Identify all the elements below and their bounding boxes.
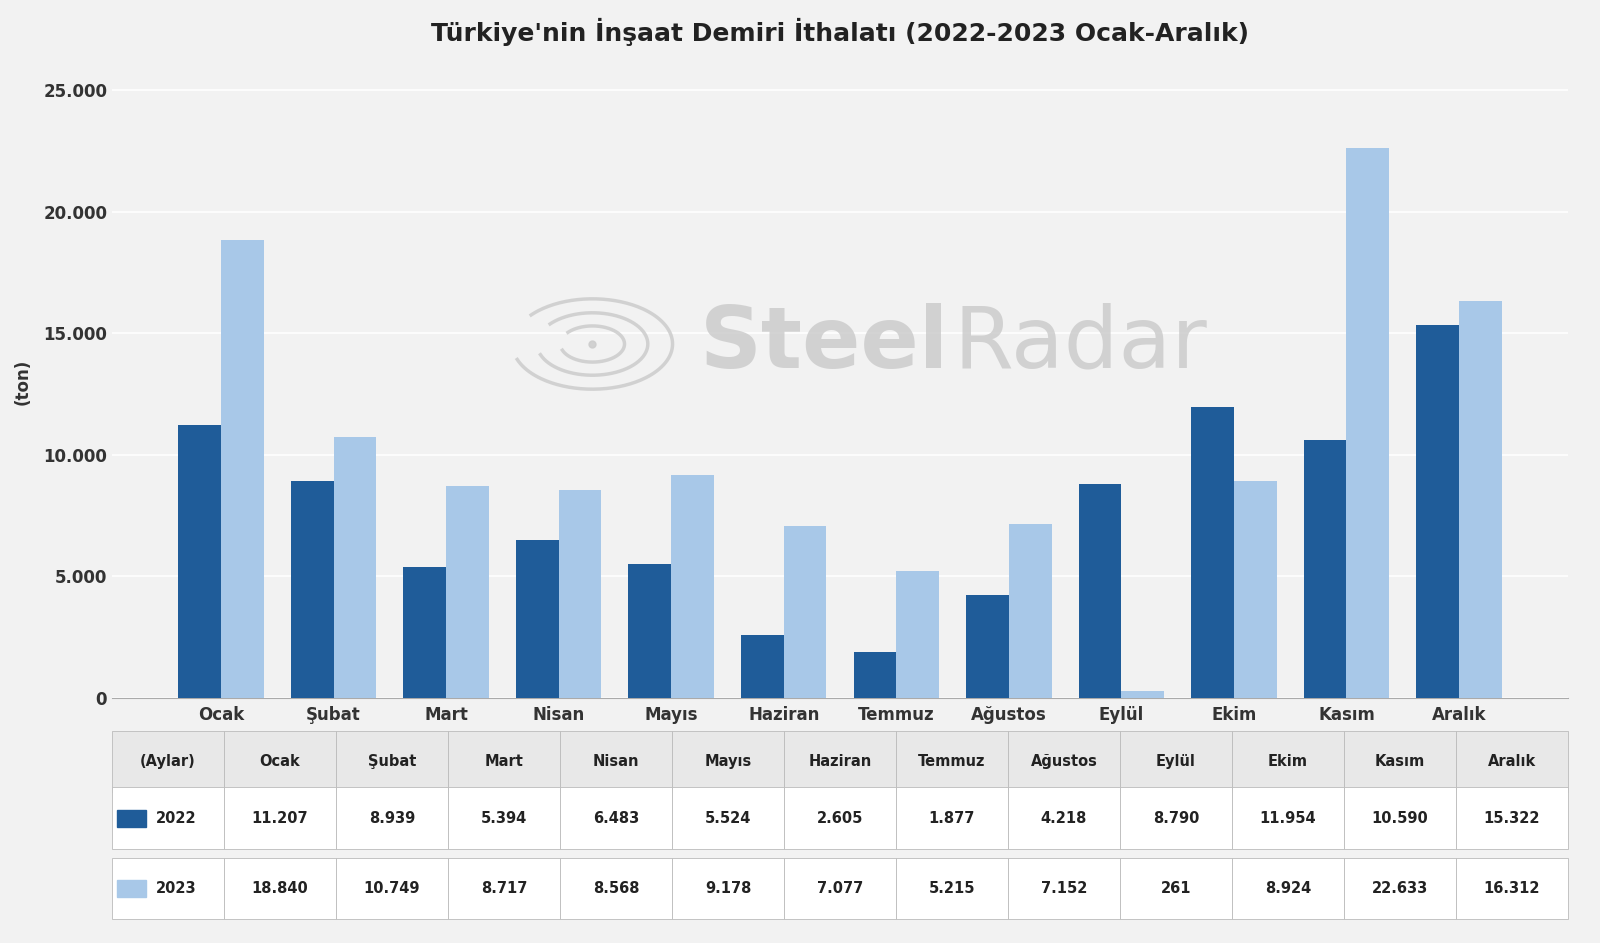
Text: 18.840: 18.840 — [251, 882, 309, 896]
Text: 10.749: 10.749 — [363, 882, 421, 896]
Bar — [629, 564, 670, 698]
Bar — [896, 571, 939, 698]
Bar — [966, 595, 1010, 698]
Text: 16.312: 16.312 — [1483, 882, 1541, 896]
Text: Kasım: Kasım — [1374, 754, 1426, 769]
Text: 5.394: 5.394 — [482, 811, 526, 825]
Text: 8.717: 8.717 — [482, 882, 526, 896]
Text: Eylül: Eylül — [1157, 754, 1195, 769]
Text: Aralık: Aralık — [1488, 754, 1536, 769]
Text: 2022: 2022 — [155, 811, 197, 825]
Text: 4.218: 4.218 — [1042, 811, 1086, 825]
Bar — [291, 481, 333, 698]
Text: 15.322: 15.322 — [1483, 811, 1541, 825]
Text: 2023: 2023 — [155, 882, 197, 896]
Bar — [178, 425, 221, 698]
Bar — [853, 653, 896, 698]
Text: Nisan: Nisan — [592, 754, 640, 769]
Bar — [1190, 407, 1234, 698]
Text: 261: 261 — [1160, 882, 1192, 896]
Text: Steel: Steel — [699, 303, 949, 386]
Bar — [333, 437, 376, 698]
Bar — [741, 635, 784, 698]
Text: (Aylar): (Aylar) — [141, 754, 195, 769]
Text: 10.590: 10.590 — [1371, 811, 1429, 825]
Text: 8.568: 8.568 — [592, 882, 640, 896]
Text: 8.924: 8.924 — [1266, 882, 1310, 896]
Text: 8.790: 8.790 — [1154, 811, 1198, 825]
Text: 8.939: 8.939 — [370, 811, 414, 825]
Text: 11.207: 11.207 — [251, 811, 309, 825]
Text: Mayıs: Mayıs — [704, 754, 752, 769]
Text: 5.215: 5.215 — [928, 882, 976, 896]
Bar — [221, 240, 264, 698]
Text: Mart: Mart — [485, 754, 523, 769]
Text: Ocak: Ocak — [259, 754, 301, 769]
Text: Haziran: Haziran — [808, 754, 872, 769]
Text: 5.524: 5.524 — [706, 811, 750, 825]
Bar — [1459, 302, 1502, 698]
Bar — [1416, 325, 1459, 698]
Bar — [446, 486, 490, 698]
Bar — [1078, 484, 1122, 698]
Bar — [1304, 440, 1347, 698]
Text: 7.077: 7.077 — [818, 882, 862, 896]
Bar — [784, 526, 827, 698]
Text: 9.178: 9.178 — [706, 882, 750, 896]
Bar — [1010, 524, 1051, 698]
Bar — [558, 489, 602, 698]
Text: 11.954: 11.954 — [1259, 811, 1317, 825]
Bar — [515, 540, 558, 698]
Bar — [670, 474, 714, 698]
Text: Şubat: Şubat — [368, 754, 416, 769]
Title: Türkiye'nin İnşaat Demiri İthalatı (2022-2023 Ocak-Aralık): Türkiye'nin İnşaat Demiri İthalatı (2022… — [430, 18, 1250, 46]
Bar — [1122, 691, 1165, 698]
Text: 7.152: 7.152 — [1042, 882, 1086, 896]
Text: 2.605: 2.605 — [818, 811, 862, 825]
Text: Ağustos: Ağustos — [1030, 754, 1098, 769]
Text: Ekim: Ekim — [1267, 754, 1309, 769]
Bar — [1234, 481, 1277, 698]
Text: 22.633: 22.633 — [1371, 882, 1429, 896]
Text: Radar: Radar — [954, 303, 1208, 386]
Text: Temmuz: Temmuz — [918, 754, 986, 769]
Text: 6.483: 6.483 — [594, 811, 638, 825]
Y-axis label: (ton): (ton) — [14, 358, 32, 405]
Bar — [1347, 148, 1389, 698]
Bar — [403, 567, 446, 698]
Text: 1.877: 1.877 — [930, 811, 974, 825]
